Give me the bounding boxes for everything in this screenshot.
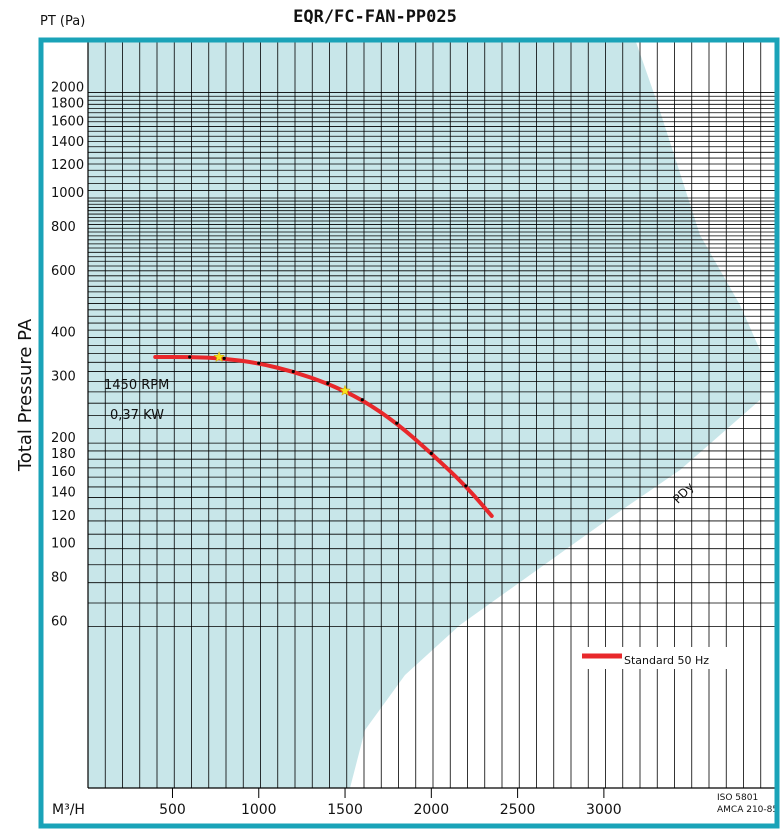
y-tick-label-bg <box>45 322 87 340</box>
operating-point-marker <box>213 350 225 363</box>
y-tick-label: 2000 <box>51 80 84 95</box>
operating-markers <box>213 350 351 396</box>
curve-point <box>291 369 295 374</box>
y-tick-label: 1200 <box>51 158 84 173</box>
curve-point <box>257 361 261 365</box>
power-label: 0,37 KW <box>110 408 164 423</box>
curve-point <box>464 484 468 488</box>
curve-point <box>188 355 192 359</box>
x-tick-label: 1500 <box>327 802 363 818</box>
curve-point <box>360 398 364 402</box>
y-tick-label: 100 <box>51 537 76 552</box>
y-tick-label-bg <box>45 216 87 234</box>
y-tick-label: 1400 <box>51 135 84 150</box>
y-tick-label: 600 <box>51 264 76 279</box>
pdy-label: PDy <box>670 480 697 507</box>
chart-grid <box>87 42 777 789</box>
amca-label: AMCA 210-85 <box>717 805 778 815</box>
x-tick-label: 2000 <box>413 802 449 818</box>
y-tick-label-bg <box>45 533 87 551</box>
x-tick-label: 3000 <box>586 802 622 818</box>
y-tick-label-bg <box>45 462 87 480</box>
rpm-label: 1450 RPM <box>104 378 169 393</box>
x-tick-labels: 500 1000 1500 2000 2500 3000 <box>159 788 622 818</box>
y-tick-label-bg <box>45 93 87 111</box>
y-unit-label: PT (Pa) <box>40 14 85 29</box>
performance-curve <box>153 355 494 518</box>
y-tick-label-bg <box>45 260 87 278</box>
y-tick-label: 160 <box>51 465 76 480</box>
y-tick-label-bg <box>45 111 87 129</box>
y-tick-label: 1600 <box>51 114 84 129</box>
y-tick-label-bg <box>45 428 87 446</box>
y-tick-label: 180 <box>51 447 76 462</box>
y-axis-label: Total Pressure PA <box>15 318 36 472</box>
legend-label: Standard 50 Hz <box>624 654 709 667</box>
chart-frame <box>38 37 780 829</box>
curve-point <box>395 421 399 425</box>
y-tick-label: 300 <box>51 369 76 384</box>
x-tick-label: 1000 <box>241 802 277 818</box>
series-standard-50hz <box>153 355 494 518</box>
legend-box <box>578 647 738 669</box>
chart-title: EQR/FC-FAN-PP025 <box>293 7 457 27</box>
x-tick-label: 2500 <box>500 802 536 818</box>
y-tick-label: 80 <box>51 571 68 586</box>
y-tick-label-bg <box>45 366 87 384</box>
x-unit-label: M³/H <box>52 802 85 818</box>
y-tick-label-bg <box>45 611 87 629</box>
y-tick-label: 120 <box>51 509 76 524</box>
y-tick-label: 140 <box>51 485 76 500</box>
x-tick-label: 500 <box>159 802 186 818</box>
y-tick-label-bg <box>45 131 87 149</box>
operating-point-marker <box>339 384 351 396</box>
y-tick-label-bg <box>45 77 87 95</box>
curve-point <box>429 451 433 455</box>
y-tick-label: 1800 <box>51 96 84 111</box>
y-tick-label: 200 <box>51 431 76 446</box>
y-tick-label-bg <box>45 567 87 585</box>
y-tick-label: 800 <box>51 220 76 235</box>
y-tick-label-bg <box>45 155 87 173</box>
y-tick-label: 400 <box>51 326 76 341</box>
curve-point <box>326 381 330 386</box>
y-tick-label-bg <box>45 183 87 200</box>
y-tick-label-bg <box>45 444 87 462</box>
curve-point <box>222 356 226 360</box>
y-tick-label: 60 <box>51 615 68 630</box>
y-tick-labels: 2000180016001400120010008006004003002001… <box>45 77 87 630</box>
y-tick-label: 1000 <box>51 186 84 201</box>
iso-label: ISO 5801 <box>717 793 758 803</box>
y-tick-label-bg <box>45 505 87 523</box>
y-tick-label-bg <box>45 482 87 500</box>
